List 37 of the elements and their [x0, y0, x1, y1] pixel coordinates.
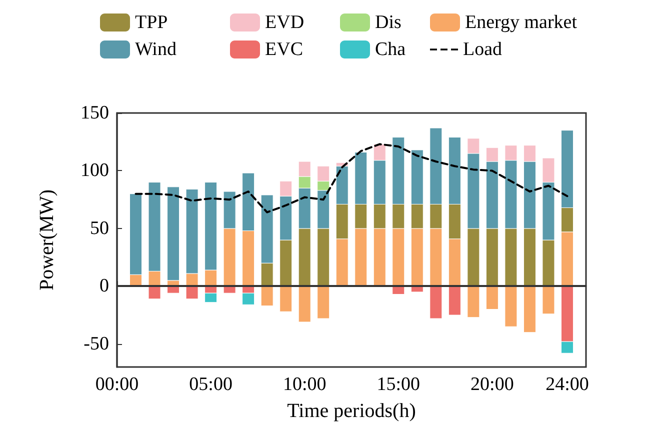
bar: [148, 286, 161, 300]
legend-label: Dis: [375, 12, 402, 33]
x-axis-title: Time periods(h): [287, 400, 416, 422]
bar: [523, 286, 536, 333]
bar: [223, 286, 236, 294]
legend-label: EVD: [265, 12, 304, 33]
x-tick-label: 15:00: [376, 374, 420, 395]
bar: [317, 286, 330, 319]
bar: [260, 286, 274, 306]
legend-label: Energy market: [465, 12, 578, 33]
y-tick-label: 0: [100, 276, 109, 297]
bar: [542, 286, 555, 314]
y-tick-label: 50: [90, 218, 109, 239]
legend-label: Wind: [135, 39, 177, 60]
legend-label: Cha: [375, 39, 406, 60]
x-tick-label: 20:00: [470, 374, 514, 395]
bar: [448, 286, 461, 316]
y-axis-title: Power(MW): [36, 189, 58, 291]
x-tick-label: 24:00: [546, 374, 589, 395]
bar: [430, 286, 442, 319]
bar: [298, 286, 311, 322]
bar: [186, 286, 198, 300]
x-tick-label: 05:00: [189, 374, 232, 395]
legend-label: TPP: [135, 12, 168, 33]
y-tick-label: 100: [80, 160, 109, 182]
bar: [467, 286, 480, 318]
bar: [280, 286, 292, 312]
y-tick-label: 150: [80, 102, 109, 124]
bar: [486, 286, 498, 310]
line-series: [134, 143, 568, 214]
x-tick-label: 00:00: [95, 374, 139, 395]
bar: [504, 286, 518, 327]
legend-label: Load: [463, 39, 503, 60]
legend-label: EVC: [265, 39, 303, 60]
y-tick-label: -50: [84, 333, 109, 354]
bar: [167, 186, 180, 281]
x-tick-label: 10:00: [282, 374, 326, 395]
